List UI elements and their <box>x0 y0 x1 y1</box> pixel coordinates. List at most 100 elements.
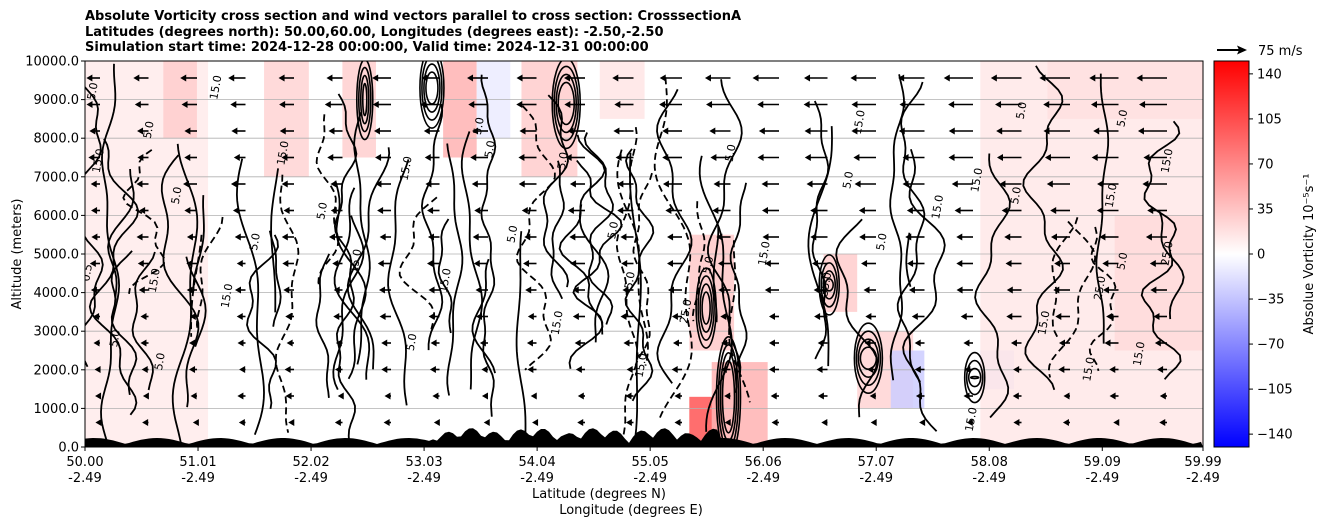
wind-vector-head <box>761 180 768 188</box>
wind-vector-head <box>761 207 768 214</box>
wind-vector-head <box>706 101 713 108</box>
wind-vector-head <box>617 180 624 188</box>
wind-vector-head <box>1058 339 1065 347</box>
wind-vector-head <box>90 286 97 294</box>
wind-vector-head <box>614 101 621 108</box>
contour-line <box>192 195 205 292</box>
wind-vector-head <box>328 233 335 241</box>
contour-label: 25.0 <box>1159 240 1176 266</box>
vorticity-cell <box>1114 215 1203 351</box>
wind-vector-head <box>757 101 764 108</box>
contour-line <box>905 232 912 287</box>
wind-vector-head <box>752 74 759 82</box>
wind-vector-head <box>285 313 292 320</box>
wind-vector-head <box>1157 366 1164 373</box>
wind-vector-head <box>281 233 288 241</box>
wind-vector-head <box>326 74 333 82</box>
wind-vector-head <box>140 339 147 347</box>
wind-vector-head <box>806 180 813 188</box>
x-tick-label-lat: 55.05 <box>632 455 669 470</box>
wind-vector-head <box>473 260 480 267</box>
wind-vector-head <box>288 419 295 426</box>
wind-vector-head <box>996 127 1003 135</box>
colorbar: 140 105 70 35 0 −35 −70 −105 −140 Absolue Vortic… <box>1213 60 1317 448</box>
wind-vector-head <box>142 419 149 426</box>
wind-vector-head <box>713 180 720 188</box>
wind-vector-head <box>137 154 144 161</box>
contour-line <box>480 74 497 417</box>
wind-vector-head <box>851 127 858 135</box>
wind-vector-head <box>995 101 1002 108</box>
wind-vector-head <box>424 154 431 161</box>
wind-vector-head <box>813 286 820 294</box>
wind-vector-head <box>854 180 861 188</box>
x-tick-label-lon: -2.49 <box>1085 471 1119 486</box>
contour-label: 5.0 <box>1114 251 1130 270</box>
contour-loop <box>695 267 717 349</box>
contour-label: 15.0 <box>1080 356 1097 382</box>
contour-line <box>315 253 331 398</box>
wind-vector-head <box>184 154 191 161</box>
wind-vector-head <box>475 286 482 294</box>
wind-vector-head <box>189 339 196 347</box>
wind-vector-head <box>527 366 534 373</box>
wind-vector-head <box>898 127 905 135</box>
wind-vector-head <box>572 286 579 294</box>
contour-label: 25.0 <box>1091 275 1108 301</box>
contour-labels: 5.0 15.0 0.5 5.0 5.0 5.0 15.0 5.0 15.0 15.0 5.0 15.… <box>85 74 1176 432</box>
wind-vector-head <box>427 207 434 214</box>
wind-vector-head <box>186 286 193 294</box>
contour-label: 35.0 <box>817 271 834 297</box>
wind-vector-head <box>142 392 149 400</box>
contour-label: 5.0 <box>314 201 330 220</box>
contour-loop <box>721 360 736 434</box>
contour-loop <box>419 61 445 129</box>
contour-label: 5.0 <box>85 82 101 101</box>
wind-vector-head <box>95 419 102 426</box>
wind-vector-head <box>1053 286 1060 294</box>
wind-vector-head <box>230 180 237 188</box>
wind-vector-head <box>93 313 100 320</box>
x-tick-label-lat: 57.07 <box>858 455 895 470</box>
contour-line <box>131 251 156 391</box>
wind-vector-head <box>570 260 577 267</box>
wind-vector-head <box>282 260 289 267</box>
wind-vector-head <box>1102 260 1109 267</box>
contour-loop <box>855 330 882 387</box>
y-tick-label: 2000.0 <box>34 363 80 378</box>
wind-vector-head <box>334 366 341 373</box>
wind-vector-head <box>1043 127 1050 135</box>
wind-vector-head <box>231 127 238 135</box>
wind-vector-head <box>565 154 572 161</box>
wind-vector-head <box>237 339 244 347</box>
wind-vector-head <box>236 313 243 320</box>
contour-loop <box>357 66 372 133</box>
wind-vector-head <box>858 207 865 214</box>
contour-line <box>107 168 135 302</box>
y-axis-label: Altitude (meters) <box>10 199 25 310</box>
x-tick-label-lon: -2.49 <box>181 471 215 486</box>
wind-vector-head <box>577 419 584 426</box>
contour-loop <box>697 275 715 341</box>
wind-vector-head <box>620 233 627 241</box>
wind-vector-head <box>524 233 531 241</box>
wind-vector-head <box>908 286 915 294</box>
wind-vector-head <box>526 339 533 347</box>
contour-line <box>1047 220 1097 378</box>
contour-line <box>334 180 367 380</box>
wind-vector-head <box>1096 207 1103 214</box>
contour-label: 5.0 <box>840 170 856 189</box>
contour-label: 15.0 <box>207 74 224 100</box>
wind-vector-head <box>519 127 526 135</box>
contour-loop <box>701 291 711 325</box>
wind-vector-head <box>373 127 380 135</box>
wind-vector-head <box>86 74 93 82</box>
x-tick-label-lat: 59.09 <box>1084 455 1121 470</box>
chart-title-line-2: Latitudes (degrees north): 50.00,60.00, … <box>85 24 664 40</box>
wind-vector-head <box>483 419 490 426</box>
wind-vector-head <box>905 233 912 241</box>
colorbar-tick-label: 35 <box>1257 202 1274 217</box>
wind-vector-head <box>659 74 666 82</box>
wind-vector-head <box>898 74 905 82</box>
